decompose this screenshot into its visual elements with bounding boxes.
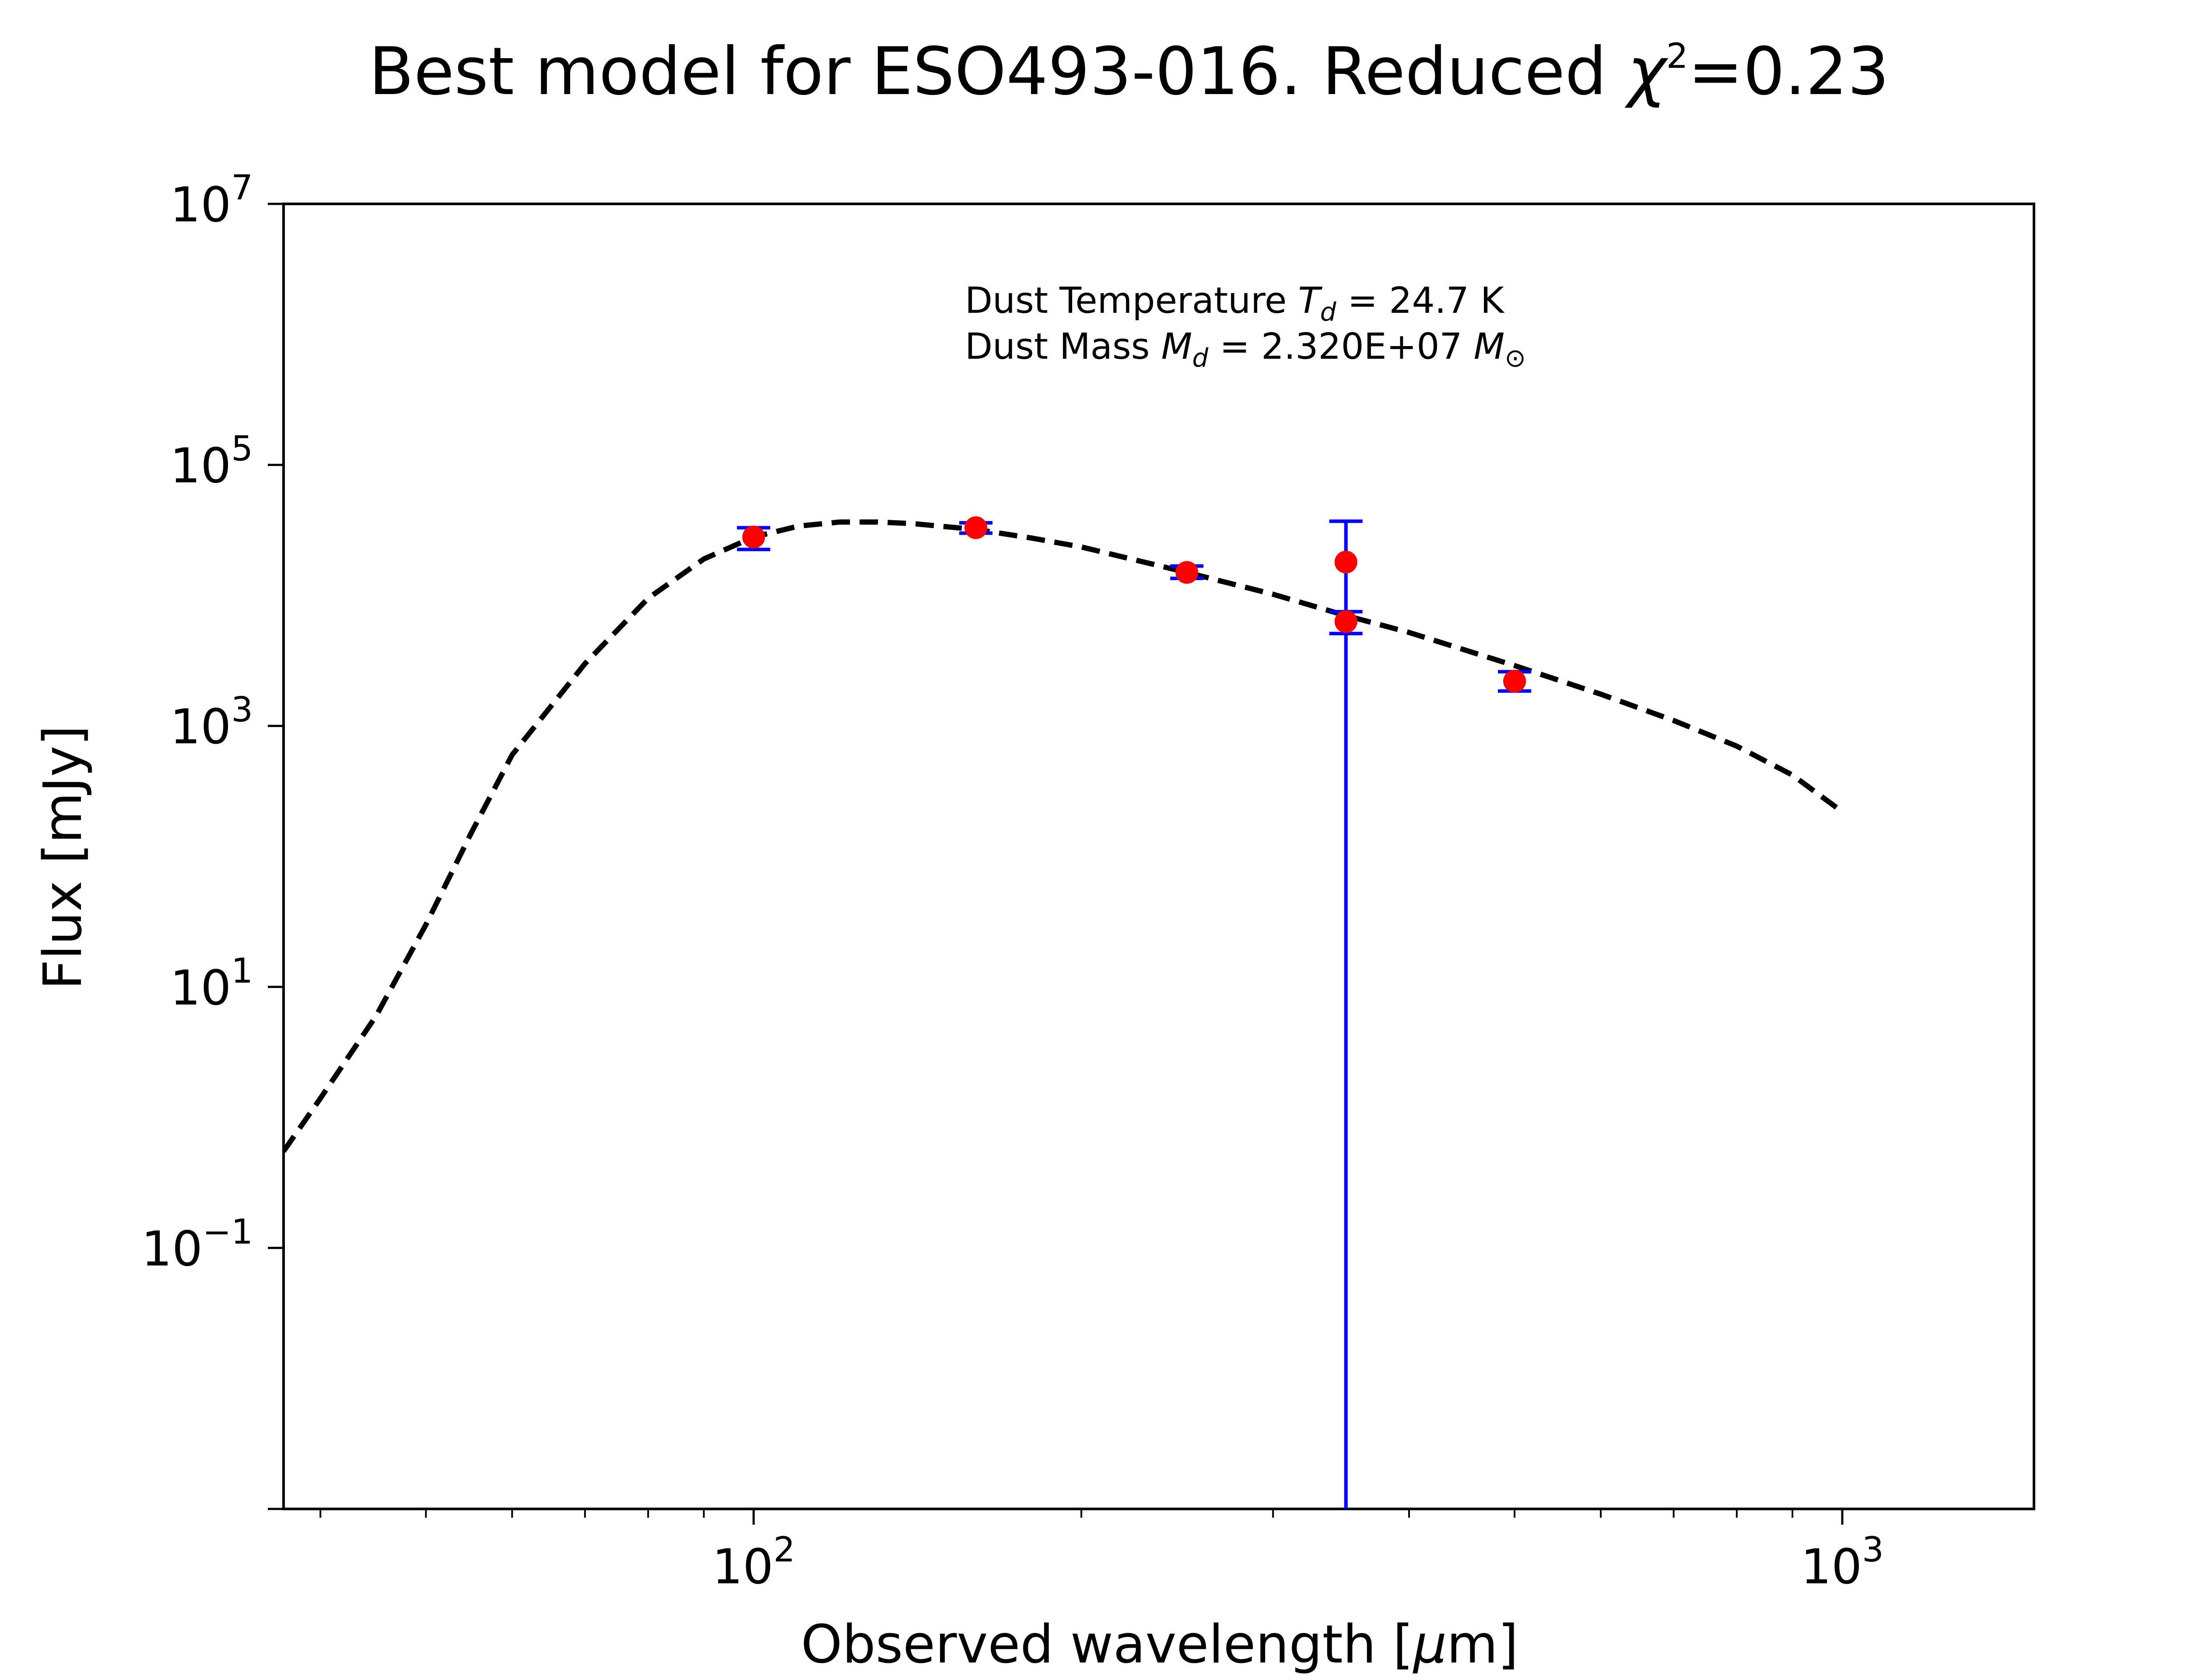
data-point: [1175, 561, 1199, 584]
x-axis-label: Observed wavelength [μm]: [801, 1614, 1518, 1675]
data-point: [742, 525, 765, 549]
data-layer: [284, 516, 1844, 1509]
annotation-dust-temperature: Dust Temperature Td = 24.7 K: [965, 280, 1505, 327]
y-tick-label: 103: [170, 690, 253, 755]
y-tick-label: 105: [170, 430, 253, 494]
chart-title: Best model for ESO493-016. Reduced χ2=0.…: [369, 34, 1889, 110]
data-point: [1334, 550, 1357, 574]
data-point: [1503, 670, 1526, 693]
data-point: [964, 516, 987, 539]
x-tick-label: 102: [712, 1530, 795, 1595]
y-axis-label: Flux [mJy]: [33, 725, 94, 990]
model-curve: [284, 519, 1844, 1153]
y-tick-label: 107: [170, 168, 253, 233]
y-tick-label: 10−1: [141, 1212, 253, 1277]
y-tick-label: 101: [170, 952, 253, 1016]
data-point: [1334, 610, 1357, 633]
annotation-dust-mass: Dust Mass Md = 2.320E+07 M⊙: [965, 326, 1526, 373]
plot-area: [282, 203, 2035, 1510]
axis-ticks: 102 103 10−1 101 103 105 107: [141, 168, 1884, 1595]
x-tick-label: 103: [1801, 1530, 1884, 1595]
